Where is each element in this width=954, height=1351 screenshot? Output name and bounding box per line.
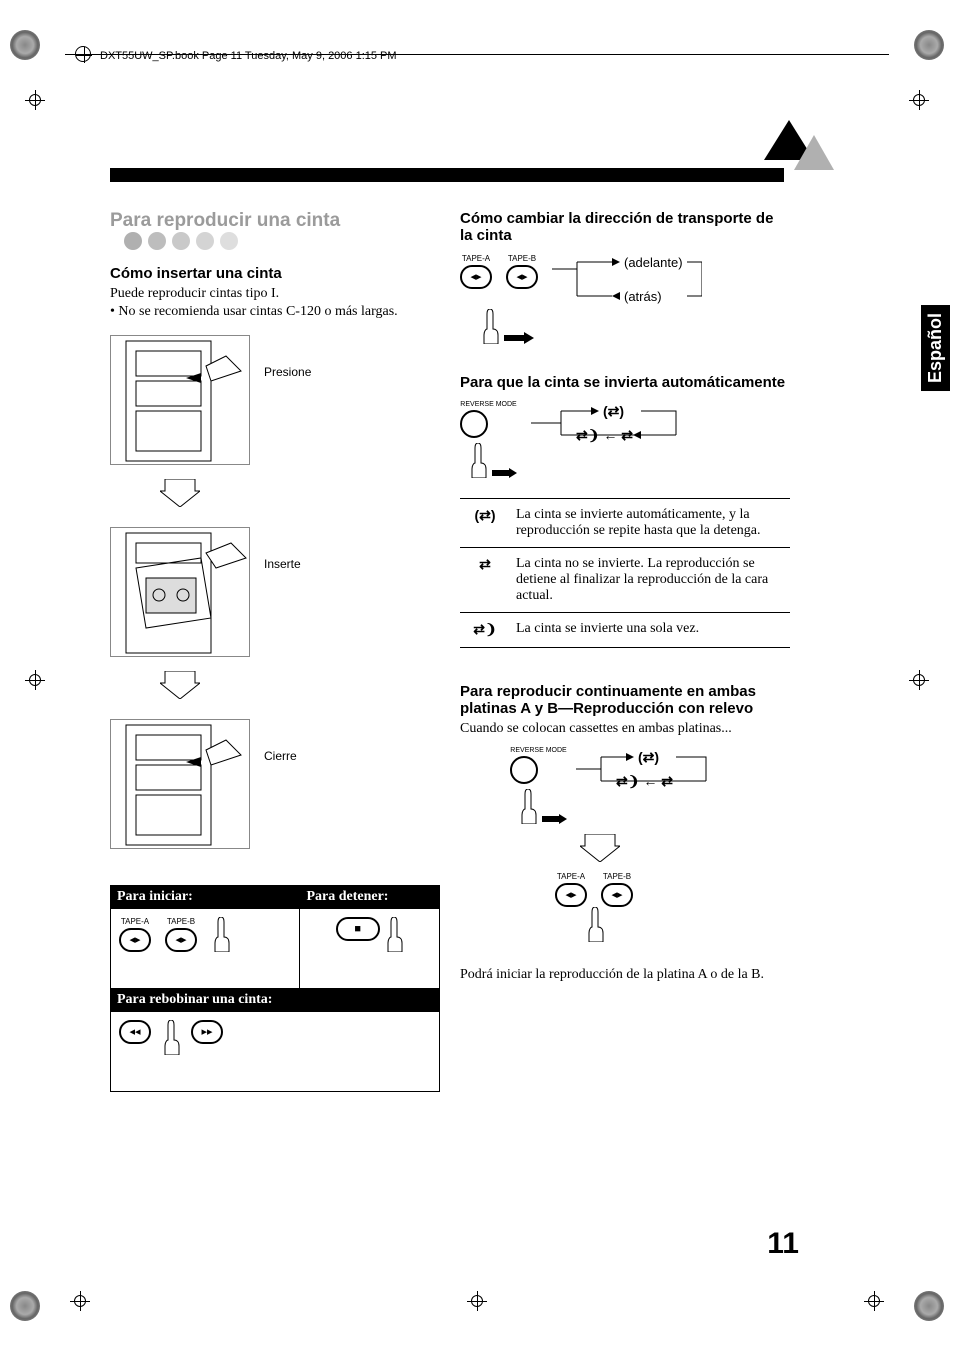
step-row: Inserte [110,512,440,663]
section-heading: Para reproducir una cinta [110,210,440,255]
tape-b-button-icon: ◂▸ [601,883,633,907]
rewind-button-icon: ◂◂ [119,1020,151,1044]
arrow-down-icon [580,834,620,862]
step-row: Cierre [110,704,440,855]
mode-cycle-icon: (⇄) ⇄❩ ← ⇄ [571,747,711,792]
arrow-down-icon [160,479,200,507]
mode-desc-none: La cinta no se invierte. La reproducción… [510,548,790,613]
tape-a-button-icon: ◂▸ [555,883,587,907]
illustration-insert [110,527,250,657]
crop-mark [10,30,40,60]
subheading-relay: Para reproducir continuamente en ambas p… [460,683,790,717]
cell-rewind: ◂◂ ▸▸ [111,1012,440,1092]
crop-mark [10,1291,40,1321]
tape-a-label: TAPE-A [119,917,151,926]
press-arrow-icon [492,468,517,478]
mode-cycle-icon: (⇄) ⇄❩ ← ⇄ [521,401,681,446]
tape-b-label: TAPE-B [601,872,633,881]
registration-mark [909,670,929,690]
control-table: Para iniciar: Para detener: TAPE-A ◂▸ TA… [110,885,440,1092]
registration-mark [25,670,45,690]
direction-diagram: TAPE-A ◂▸ TAPE-B ◂▸ (adelante) (atrás) [460,254,790,349]
tape-b-button-icon: ◂▸ [506,265,538,289]
mode-icon-once: ⇄❩ [460,613,510,648]
finger-icon [161,1020,181,1055]
reverse-mode-table: (⇄) La cinta se invierte automáticamente… [460,498,790,648]
cell-stop: ■ [300,909,440,989]
registration-mark [70,1291,90,1311]
language-tab: Español [921,305,950,391]
mode-desc-loop: La cinta se invierte automáticamente, y … [510,499,790,548]
relay-diagram: REVERSE MODE (⇄) ⇄❩ ← ⇄ [510,747,790,829]
tape-a-label: TAPE-A [460,254,492,263]
stop-button-icon: ■ [336,917,380,941]
reverse-mode-diagram: REVERSE MODE (⇄) ⇄❩ ← ⇄ [460,401,790,483]
header-target-icon [75,46,91,62]
mode-icon-none: ⇄ [460,548,510,613]
intro-text: Puede reproducir cintas tipo I. [110,286,440,302]
crop-mark [914,30,944,60]
step-row: Presione [110,320,440,471]
cell-start: TAPE-A ◂▸ TAPE-B ◂▸ [111,909,300,989]
heading-dots-icon [118,232,238,255]
table-row: ⇄ La cinta no se invierte. La reproducci… [460,548,790,613]
direction-arrows-icon: (adelante) (atrás) [552,254,702,309]
step-label-close: Cierre [264,749,297,763]
tape-a-button-icon: ◂▸ [460,265,492,289]
registration-mark [467,1291,487,1311]
mode-desc-once: La cinta se invierte una sola vez. [510,613,790,648]
table-header-stop: Para detener: [300,886,440,909]
tape-a-play-button-icon: ◂▸ [119,928,151,952]
crop-mark [914,1291,944,1321]
press-arrow-icon [504,332,534,344]
finger-icon [518,789,538,824]
reverse-mode-button-icon [510,756,538,784]
tape-b-play-button-icon: ◂▸ [165,928,197,952]
table-header-start: Para iniciar: [111,886,300,909]
table-row: (⇄) La cinta se invierte automáticamente… [460,499,790,548]
reverse-mode-button-icon [460,410,488,438]
reverse-mode-label: REVERSE MODE [510,747,567,754]
registration-mark [25,90,45,110]
registration-mark [909,90,929,110]
relay-buttons: TAPE-A ◂▸ TAPE-B ◂▸ [555,872,790,947]
finger-icon [211,917,231,952]
press-arrow-icon [542,814,567,824]
svg-text:⇄❩ ← ⇄: ⇄❩ ← ⇄ [576,427,633,443]
mode-icon-loop: (⇄) [460,499,510,548]
tape-b-label: TAPE-B [165,917,197,926]
relay-footer: Podrá iniciar la reproducción de la plat… [460,967,790,983]
finger-icon [480,309,500,344]
step-label-press: Presione [264,365,311,379]
finger-icon [384,917,404,952]
illustration-close [110,719,250,849]
header-black-bar [110,168,784,182]
bullet-note: • No se recomienda usar cintas C-120 o m… [110,304,440,320]
reverse-mode-label: REVERSE MODE [460,401,517,408]
svg-text:(⇄): (⇄) [603,403,624,419]
finger-icon [585,907,605,942]
arrow-down-icon [160,671,200,699]
relay-intro: Cuando se colocan cassettes en ambas pla… [460,721,790,737]
table-row: ⇄❩ La cinta se invierte una sola vez. [460,613,790,648]
illustration-press [110,335,250,465]
subheading-insert: Cómo insertar una cinta [110,265,440,282]
page-number: 11 [767,1227,799,1261]
reverse-label: (atrás) [624,289,662,304]
finger-icon [468,443,488,478]
forward-label: (adelante) [624,255,683,270]
registration-mark [864,1291,884,1311]
main-heading: Para reproducir una cinta [110,210,340,232]
subheading-direction: Cómo cambiar la dirección de transporte … [460,210,790,244]
tape-a-label: TAPE-A [555,872,587,881]
svg-text:(⇄): (⇄) [638,749,659,765]
svg-text:⇄❩ ← ⇄: ⇄❩ ← ⇄ [616,773,673,789]
tape-b-label: TAPE-B [506,254,538,263]
table-header-rewind: Para rebobinar una cinta: [111,989,440,1012]
fforward-button-icon: ▸▸ [191,1020,223,1044]
step-label-insert: Inserte [264,557,301,571]
header-filename: DXT55UW_SP.book Page 11 Tuesday, May 9, … [100,50,397,62]
subheading-autoreverse: Para que la cinta se invierta automática… [460,374,790,391]
